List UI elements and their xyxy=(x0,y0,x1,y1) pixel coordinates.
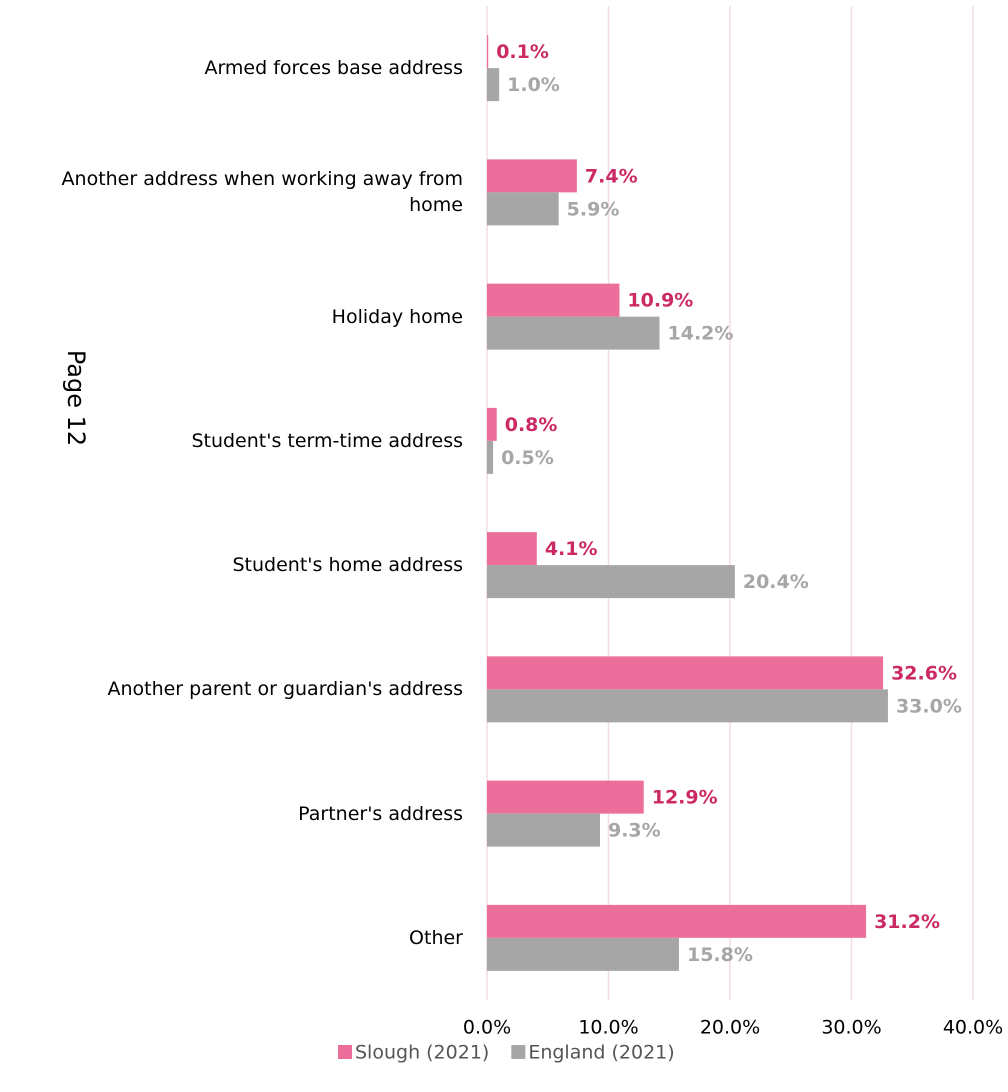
x-tick-label: 30.0% xyxy=(821,1017,881,1039)
legend-label: England (2021) xyxy=(528,1042,674,1064)
value-label: 0.8% xyxy=(505,414,558,436)
value-label: 12.9% xyxy=(652,787,718,809)
value-label: 20.4% xyxy=(743,571,809,593)
bar xyxy=(487,565,735,599)
value-label: 10.9% xyxy=(627,290,693,312)
x-tick-label: 20.0% xyxy=(700,1017,760,1039)
page-annotation: Page 12 xyxy=(62,350,90,446)
category-label: Other xyxy=(409,926,463,949)
bar xyxy=(487,35,489,69)
value-label: 0.5% xyxy=(501,447,554,469)
bar xyxy=(487,813,600,847)
bar xyxy=(487,159,577,193)
value-label: 9.3% xyxy=(608,820,661,842)
bar xyxy=(487,937,679,971)
value-label: 4.1% xyxy=(545,538,598,560)
category-label: Armed forces base address xyxy=(204,57,463,80)
value-label: 7.4% xyxy=(585,165,638,187)
category-label: Student's home address xyxy=(232,554,463,577)
bar xyxy=(487,316,660,350)
legend-swatch xyxy=(511,1045,526,1059)
x-tick-label: 40.0% xyxy=(943,1017,1003,1039)
value-label: 31.2% xyxy=(874,911,940,933)
category-label: Student's term-time address xyxy=(191,429,463,452)
category-label: Holiday home xyxy=(331,305,463,328)
bar xyxy=(487,407,497,441)
category-label: Another address when working away from h… xyxy=(61,168,463,217)
bar xyxy=(487,440,494,474)
bar xyxy=(487,904,867,938)
category-label: Another parent or guardian's address xyxy=(107,678,463,701)
bar xyxy=(487,192,559,226)
value-label: 15.8% xyxy=(687,944,753,966)
legend-label: Slough (2021) xyxy=(355,1042,489,1064)
value-label: 33.0% xyxy=(896,695,962,717)
value-label: 32.6% xyxy=(891,662,957,684)
value-label: 5.9% xyxy=(567,198,620,220)
x-tick-label: 10.0% xyxy=(578,1017,638,1039)
value-label: 1.0% xyxy=(507,74,560,96)
bar xyxy=(487,689,888,723)
bar xyxy=(487,656,884,690)
category-label: Partner's address xyxy=(298,802,463,825)
bar xyxy=(487,532,537,566)
value-label: 14.2% xyxy=(668,323,734,345)
bar xyxy=(487,780,644,814)
x-tick-label: 0.0% xyxy=(463,1017,511,1039)
legend-swatch xyxy=(338,1045,352,1059)
bar xyxy=(487,283,620,317)
bar xyxy=(487,68,500,102)
value-label: 0.1% xyxy=(496,41,549,63)
